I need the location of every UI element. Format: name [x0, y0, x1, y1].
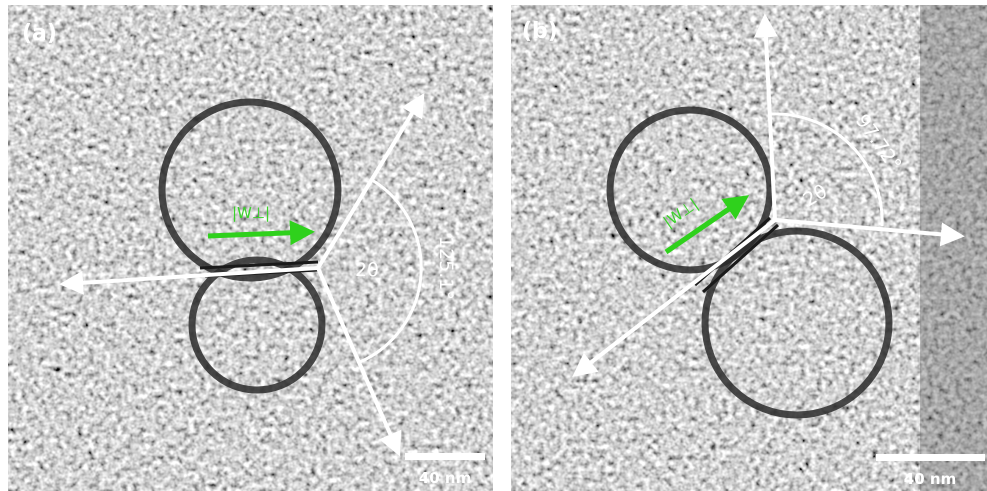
- figure: |W⊥| 2θ 125.1° (a) 40 nm |W⊥| 2θ 97.72° …: [0, 0, 987, 491]
- angle-symbol: 2θ: [355, 259, 379, 281]
- scale-bar: [405, 453, 485, 460]
- vector-label: |W⊥|: [232, 204, 270, 222]
- scale-bar-label: 40 nm: [419, 469, 471, 487]
- shadow: [920, 5, 987, 491]
- panel-label: (a): [22, 21, 57, 46]
- panel-a: |W⊥| 2θ 125.1° (a) 40 nm: [8, 5, 493, 491]
- panel-b: |W⊥| 2θ 97.72° (b) 40 nm: [511, 5, 987, 491]
- scale-bar-label: 40 nm: [904, 470, 956, 488]
- angle-value: 125.1°: [435, 236, 457, 300]
- panel-label: (b): [522, 19, 558, 44]
- scale-bar: [876, 454, 985, 461]
